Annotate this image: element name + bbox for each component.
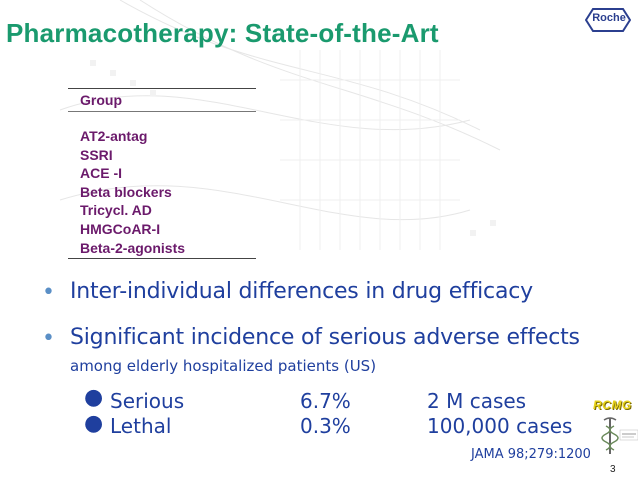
roche-logo-text: Roche <box>592 12 626 24</box>
page-number: 3 <box>610 464 616 475</box>
drug-group-list: AT2-antag SSRI ACE -I Beta blockers Tric… <box>80 127 185 257</box>
list-item: ACE -I <box>80 165 122 182</box>
reference-citation: JAMA 98;279:1200 <box>471 447 591 462</box>
adverse-cases-serious: 2 M cases <box>427 389 527 413</box>
caduceus-emblem-icon <box>601 417 638 454</box>
table-top-rule <box>68 88 256 89</box>
table-header-group: Group <box>80 92 122 108</box>
rcmg-badge: RCMG <box>593 398 632 412</box>
roche-logo <box>585 8 631 32</box>
bullet-efficacy: Inter-individual differences in drug eff… <box>70 279 533 304</box>
bullet-adverse-subtext: among elderly hospitalized patients (US) <box>70 357 377 375</box>
adverse-label-lethal: Lethal <box>110 414 172 438</box>
adverse-cases-lethal: 100,000 cases <box>427 414 573 438</box>
adverse-percent-serious: 6.7% <box>300 389 351 413</box>
bullet-dot-icon: • <box>42 280 55 305</box>
table-bottom-rule <box>68 258 256 259</box>
table-header-rule <box>68 111 256 112</box>
list-item: SSRI <box>80 146 113 163</box>
bullet-dot-icon: ● <box>84 385 104 410</box>
adverse-label-serious: Serious <box>110 389 185 413</box>
bullet-dot-icon: • <box>42 326 55 351</box>
list-item: HMGCoAR-I <box>80 220 161 237</box>
adverse-percent-lethal: 0.3% <box>300 414 351 438</box>
list-item: Tricycl. AD <box>80 202 152 219</box>
list-item: AT2-antag <box>80 128 148 144</box>
bullet-dot-icon: ● <box>84 411 104 436</box>
list-item: Beta-2-agonists <box>80 239 186 256</box>
page-title: Pharmacotherapy: State-of-the-Art <box>6 18 439 48</box>
list-item: Beta blockers <box>80 183 172 200</box>
bullet-adverse-effects: Significant incidence of serious adverse… <box>70 325 580 350</box>
